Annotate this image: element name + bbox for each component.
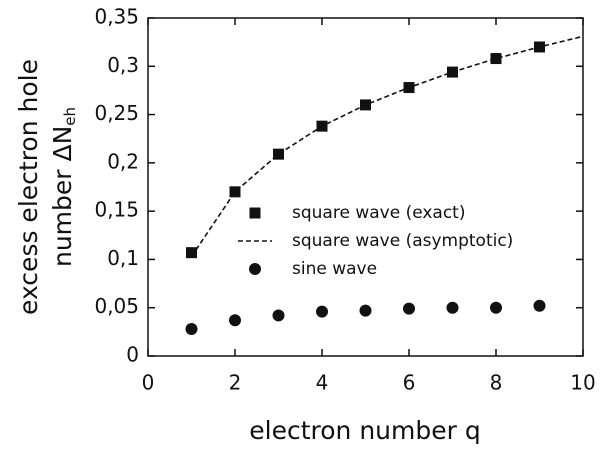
y-tick-label: 0,2 xyxy=(107,149,139,173)
square-marker xyxy=(186,247,197,259)
circle-marker xyxy=(490,301,502,314)
y-tick-label: 0,1 xyxy=(107,246,139,270)
legend-circle xyxy=(249,263,261,275)
circle-marker xyxy=(316,305,328,318)
legend-label: square wave (exact) xyxy=(292,203,465,223)
square-marker xyxy=(490,53,502,65)
x-axis-label: electron number q xyxy=(249,416,480,445)
y-tick-label: 0,15 xyxy=(94,198,139,222)
legend-label: sine wave xyxy=(292,259,377,279)
x-tick-label: 4 xyxy=(316,371,329,395)
x-tick-label: 0 xyxy=(142,371,155,395)
plot-frame xyxy=(147,17,584,357)
circle-marker xyxy=(533,299,546,312)
circle-marker xyxy=(229,314,241,327)
y-tick-label: 0 xyxy=(126,343,139,367)
y-tick-label: 0,05 xyxy=(94,294,139,318)
legend-label: square wave (asymptotic) xyxy=(292,231,513,251)
y-tick-label: 0,3 xyxy=(107,53,139,77)
y-axis-label-main: number ΔN xyxy=(48,126,77,267)
circle-marker xyxy=(359,304,372,317)
x-tick-label: 10 xyxy=(570,371,595,395)
x-tick-label: 6 xyxy=(403,371,416,395)
circle-marker xyxy=(446,301,459,314)
square-marker xyxy=(229,186,241,198)
legend-square xyxy=(249,207,261,219)
circle-marker xyxy=(185,322,198,335)
series-line xyxy=(190,35,584,257)
y-tick-label: 0,25 xyxy=(94,101,139,125)
x-tick-label: 8 xyxy=(490,371,503,395)
circle-marker xyxy=(272,309,285,322)
square-marker xyxy=(273,148,284,160)
y-axis-label-line: excess electron hole xyxy=(14,59,43,315)
y-tick-label: 0,35 xyxy=(94,5,139,29)
y-axis-label-line: number ΔNeh xyxy=(48,107,79,267)
x-tick-label: 2 xyxy=(229,371,242,395)
y-axis-label: excess electron hole number ΔNeh xyxy=(14,59,79,315)
y-axis-label-subscript: eh xyxy=(61,107,79,126)
circle-marker xyxy=(403,302,415,315)
